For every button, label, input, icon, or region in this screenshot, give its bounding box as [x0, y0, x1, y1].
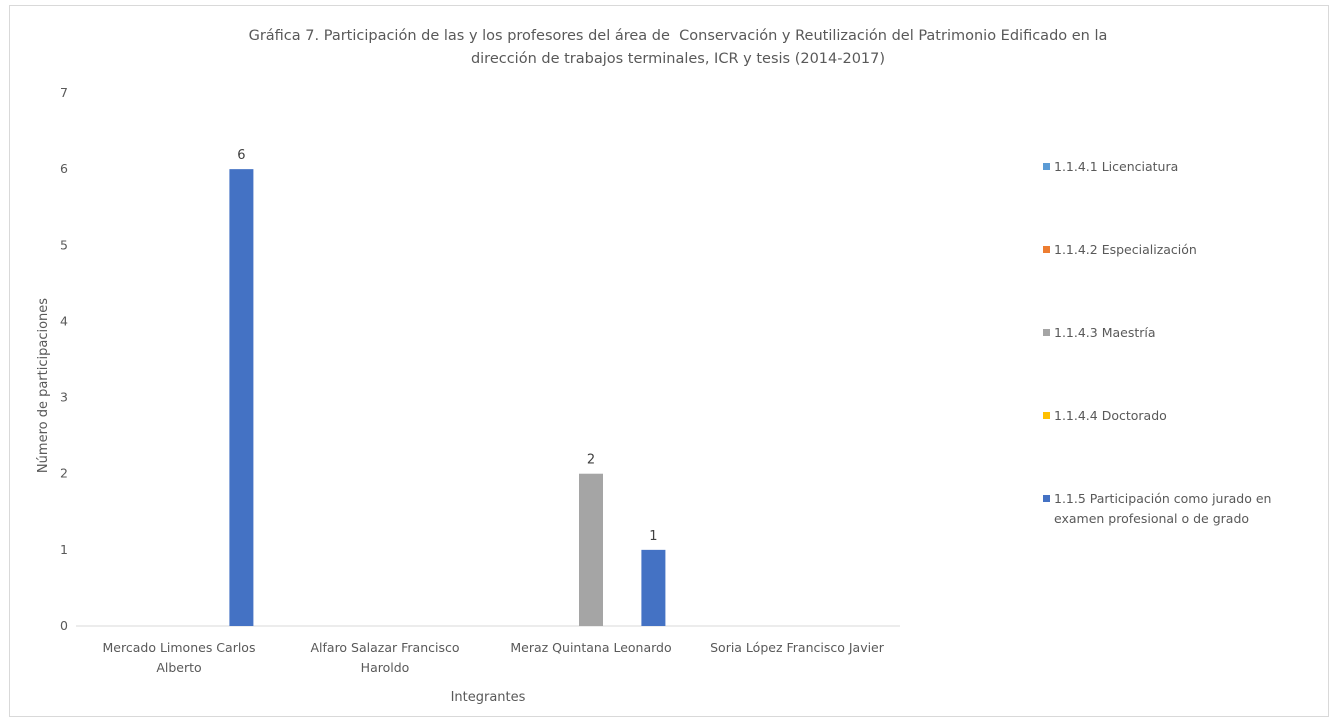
data-labels: 2 6 1 [237, 148, 657, 544]
x-category-label: Alfaro Salazar Francisco [310, 640, 459, 655]
y-tick-label: 6 [60, 161, 68, 176]
bar-value-label: 2 [587, 453, 595, 468]
y-tick-label: 7 [60, 85, 68, 100]
y-tick-label: 1 [60, 542, 68, 557]
legend-label: 1.1.4.4 Doctorado [1054, 408, 1167, 423]
bar-value-label: 1 [649, 529, 657, 544]
y-tick-label: 4 [60, 313, 68, 328]
bar [579, 473, 603, 626]
legend-label: 1.1.4.3 Maestría [1054, 325, 1156, 340]
y-tick-label: 2 [60, 466, 68, 481]
y-tick-label: 3 [60, 390, 68, 405]
legend-swatch [1043, 495, 1050, 502]
y-tick-label: 0 [60, 618, 68, 633]
x-category-label: Soria López Francisco Javier [710, 640, 885, 655]
chart-title-line: dirección de trabajos terminales, ICR y … [471, 51, 885, 67]
y-tick-label: 5 [60, 237, 68, 252]
x-category-label: Mercado Limones Carlos [103, 640, 256, 655]
legend-label: examen profesional o de grado [1054, 511, 1249, 526]
legend-swatch [1043, 246, 1050, 253]
y-axis: 0 1 2 3 4 5 6 7 Número de participaciones [36, 85, 68, 633]
y-axis-title: Número de participaciones [36, 298, 51, 473]
legend-swatch [1043, 163, 1050, 170]
x-axis: Mercado Limones Carlos Alberto Alfaro Sala… [76, 625, 900, 705]
legend-swatch [1043, 412, 1050, 419]
bar [641, 549, 666, 626]
bars [229, 169, 666, 626]
x-category-label: Haroldo [361, 660, 410, 675]
legend-label: 1.1.4.2 Especialización [1054, 242, 1197, 257]
chart-title: Gráfica 7. Participación de las y los pr… [249, 28, 1108, 67]
legend-label: 1.1.4.1 Licenciatura [1054, 159, 1178, 174]
bar-value-label: 6 [237, 148, 245, 163]
x-category-label: Meraz Quintana Leonardo [510, 640, 671, 655]
x-axis-title: Integrantes [451, 690, 526, 705]
chart-title-line: Gráfica 7. Participación de las y los pr… [249, 28, 1108, 44]
legend: 1.1.4.1 Licenciatura 1.1.4.2 Especializac… [1043, 159, 1271, 526]
x-category-label: Alberto [156, 660, 201, 675]
bar [229, 169, 254, 626]
legend-label: 1.1.5 Participación como jurado en [1054, 491, 1271, 506]
legend-swatch [1043, 329, 1050, 336]
chart-frame [9, 5, 1329, 717]
